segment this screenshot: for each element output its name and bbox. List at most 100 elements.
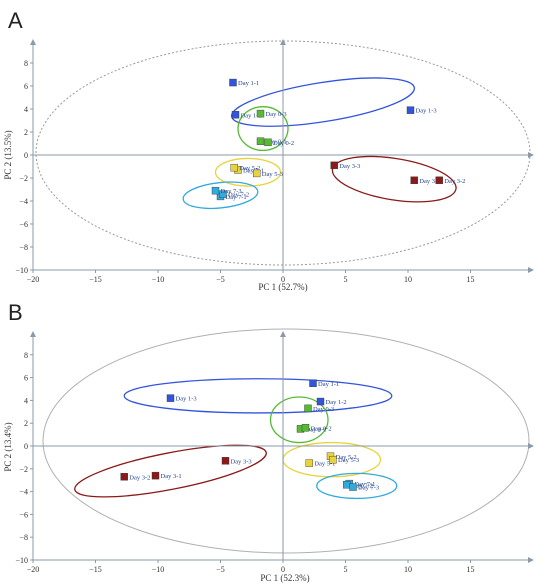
point-day-7-3 xyxy=(211,186,220,195)
zero-x-arrow-icon xyxy=(528,443,534,449)
point-label-day-3-2: Day 3-2 xyxy=(129,474,150,481)
point-day-3-2 xyxy=(120,473,128,481)
group-ellipses-b xyxy=(42,328,530,554)
point-label-day-0-2: Day 0-2 xyxy=(273,140,294,147)
point-label-day-0-2: Day 0-2 xyxy=(311,425,332,432)
point-day-3-2 xyxy=(435,176,443,185)
x-tick-label: −5 xyxy=(216,565,225,574)
x-tick-label: −20 xyxy=(27,565,40,574)
point-label-day-0-1: Day 0-1 xyxy=(266,139,287,146)
point-label-day-1-1: Day 1-1 xyxy=(318,381,339,388)
x-tick-label: −10 xyxy=(152,565,165,574)
point-label-day-0-3: Day 0-3 xyxy=(313,406,334,413)
point-day-3-1 xyxy=(151,471,160,480)
point-label-day-3-3: Day 3-3 xyxy=(231,458,252,465)
point-day-7-2 xyxy=(343,481,351,489)
y-tick-label: 8 xyxy=(24,351,28,360)
x-tick-label: −10 xyxy=(152,275,165,284)
x-tick-label: 0 xyxy=(281,275,285,284)
y-tick-label: 0 xyxy=(24,151,28,160)
y-tick-label: −6 xyxy=(19,220,28,229)
panel-letter-a: A xyxy=(8,8,23,33)
group-ellipse-day-3 xyxy=(74,444,267,498)
point-day-0-2 xyxy=(264,138,272,147)
y-tick-label: 6 xyxy=(24,82,28,91)
x-tick-label: 15 xyxy=(467,565,475,574)
point-day-1-2 xyxy=(231,111,240,119)
y-tick-label: −8 xyxy=(19,243,28,252)
group-ellipse-day-0 xyxy=(269,396,329,444)
point-label-day-3-1: Day 3-1 xyxy=(161,473,182,480)
point-day-3-3 xyxy=(330,161,338,170)
point-day-5-3 xyxy=(329,455,337,464)
group-ellipse-day-7 xyxy=(182,181,259,210)
y-arrow-icon xyxy=(30,331,36,337)
point-label-day-7-3: Day 7-3 xyxy=(221,188,242,195)
point-day-0-2 xyxy=(301,424,310,432)
x-tick-label: 10 xyxy=(404,275,412,284)
point-label-day-7-1: Day 7-1 xyxy=(354,481,375,488)
point-day-5-1 xyxy=(305,459,313,467)
zero-x-arrow-icon xyxy=(528,152,534,158)
y-tick-label: 4 xyxy=(24,105,28,114)
y-tick-label: 2 xyxy=(24,419,28,428)
point-day-5-3 xyxy=(253,169,261,178)
y-tick-label: 6 xyxy=(24,374,28,383)
group-ellipse-day-0 xyxy=(237,106,289,152)
point-day-0-3 xyxy=(256,109,265,118)
y-axis-label-a: PC 2 (13.5%) xyxy=(3,130,13,179)
y-tick-label: 2 xyxy=(24,128,28,137)
point-label-day-5-3: Day 5-3 xyxy=(262,171,283,178)
point-label-day-3-2: Day 3-2 xyxy=(444,178,465,185)
x-tick-label: −15 xyxy=(89,275,102,284)
group-ellipse-day-3 xyxy=(331,155,457,203)
group-ellipse-day-7 xyxy=(316,472,398,500)
point-day-1-1 xyxy=(309,379,317,387)
x-tick-label: 5 xyxy=(344,275,348,284)
point-day-1-1 xyxy=(229,78,237,87)
point-label-day-7-2: Day 7-2 xyxy=(352,482,373,489)
x-axis-label-a: PC 1 (52.7%) xyxy=(258,282,307,292)
point-label-day-5-2: Day 5-2 xyxy=(239,165,260,172)
y-tick-label: −2 xyxy=(19,465,28,474)
point-day-3-3 xyxy=(221,457,230,465)
point-label-day-5-2: Day 5-2 xyxy=(336,454,357,461)
zero-y-arrow-icon xyxy=(280,39,286,45)
x-arrow-icon xyxy=(528,557,534,563)
hotelling-ellipse xyxy=(42,328,530,554)
point-day-1-3 xyxy=(406,106,415,114)
group-ellipse-day-1 xyxy=(230,77,416,127)
y-arrow-icon xyxy=(30,39,36,45)
x-arrow-icon xyxy=(528,267,534,273)
point-label-day-7-2: Day 7-2 xyxy=(228,192,249,199)
x-axis-label-b: PC 1 (52.3%) xyxy=(260,573,309,583)
x-tick-label: 10 xyxy=(404,565,412,574)
point-label-day-0-3: Day 0-3 xyxy=(266,111,287,118)
point-label-day-7-3: Day 7-3 xyxy=(358,485,379,492)
x-tick-label: −5 xyxy=(216,275,225,284)
point-label-day-5-1: Day 5-1 xyxy=(314,461,335,468)
y-axis-label-b: PC 2 (13.4%) xyxy=(3,422,13,471)
point-label-day-3-3: Day 3-3 xyxy=(339,163,360,170)
group-ellipse-day-1 xyxy=(123,378,393,414)
point-label-day-1-3: Day 1-3 xyxy=(416,108,437,115)
point-day-5-2 xyxy=(230,163,238,172)
x-tick-label: 15 xyxy=(467,275,475,284)
panel-letter-b: B xyxy=(8,300,23,325)
point-label-day-0-1: Day 0-1 xyxy=(306,426,327,433)
x-tick-label: −15 xyxy=(89,565,102,574)
y-tick-label: −8 xyxy=(19,533,28,542)
y-tick-label: 8 xyxy=(24,59,28,68)
y-tick-label: −10 xyxy=(15,556,28,565)
point-day-0-1 xyxy=(256,137,265,145)
point-label-day-1-3: Day 1-3 xyxy=(176,396,197,403)
x-tick-label: 0 xyxy=(281,565,285,574)
y-tick-label: −10 xyxy=(15,266,28,275)
point-day-1-3 xyxy=(166,394,175,402)
y-tick-label: −6 xyxy=(19,510,28,519)
point-day-7-3 xyxy=(349,483,357,491)
